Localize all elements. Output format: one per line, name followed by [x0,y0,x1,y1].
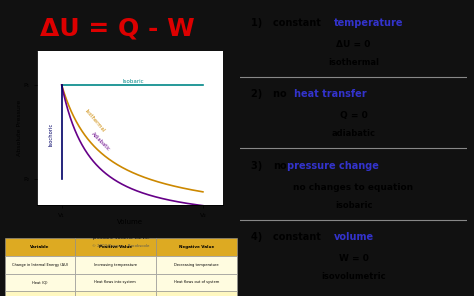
Text: The work done on or by a  system undergoing a thermodynamic process: The work done on or by a system undergoi… [32,210,210,215]
Text: Heat flows into system: Heat flows into system [94,280,136,284]
Text: pressure-volume curve.: pressure-volume curve. [92,235,150,240]
Text: 4): 4) [251,232,266,242]
Text: no changes to equation: no changes to equation [293,183,413,192]
Bar [74,238,156,256]
Text: Variable: Variable [30,245,49,249]
Bar [5,274,74,291]
Text: Positive Value: Positive Value [99,245,132,249]
Text: constant: constant [273,232,325,242]
Text: © 2003 Pearson - Brookscole: © 2003 Pearson - Brookscole [92,244,150,248]
Bar [74,291,156,296]
X-axis label: Volume: Volume [117,219,143,225]
Text: 1): 1) [251,18,266,28]
Text: ΔU = Q - W: ΔU = Q - W [40,17,194,41]
Bar [74,274,156,291]
Text: heat transfer: heat transfer [293,89,366,99]
Text: volume: volume [334,232,374,242]
Text: isothermal: isothermal [328,58,379,67]
Text: ΔU = 0: ΔU = 0 [337,40,371,49]
Text: Q = 0: Q = 0 [340,111,367,120]
Text: pressure change: pressure change [287,161,379,171]
Text: Heat flows out of system: Heat flows out of system [173,280,219,284]
Bar [156,256,237,274]
Text: constant: constant [273,18,325,28]
Text: Increasing temperature: Increasing temperature [94,263,137,267]
Bar [5,238,74,256]
Text: W = 0: W = 0 [338,254,368,263]
Text: Isothermal: Isothermal [84,108,106,133]
Bar [74,256,156,274]
Text: Heat (Q): Heat (Q) [32,280,47,284]
Text: no: no [273,161,287,171]
Text: Change in Internal Energy (ΔU): Change in Internal Energy (ΔU) [12,263,68,267]
Bar [156,238,237,256]
Text: adiabatic: adiabatic [331,129,375,138]
Text: isovolumetric: isovolumetric [321,272,386,281]
Text: 3): 3) [251,161,266,171]
Bar [5,256,74,274]
Text: no: no [273,89,291,99]
Text: Isobaric: Isobaric [122,79,144,84]
Text: can be determined by finding the area enclosed by the corresponding: can be determined by finding the area en… [36,222,207,227]
Text: isobaric: isobaric [335,201,372,210]
Text: Negative Value: Negative Value [179,245,214,249]
Text: temperature: temperature [334,18,403,28]
Text: Isochoric: Isochoric [49,123,54,146]
Y-axis label: Absolute Pressure: Absolute Pressure [18,100,22,156]
Bar [5,291,74,296]
Bar [156,274,237,291]
Text: 2): 2) [251,89,266,99]
Text: Adiabatic: Adiabatic [90,131,111,152]
Bar [156,291,237,296]
Text: Decreasing temperature: Decreasing temperature [174,263,219,267]
